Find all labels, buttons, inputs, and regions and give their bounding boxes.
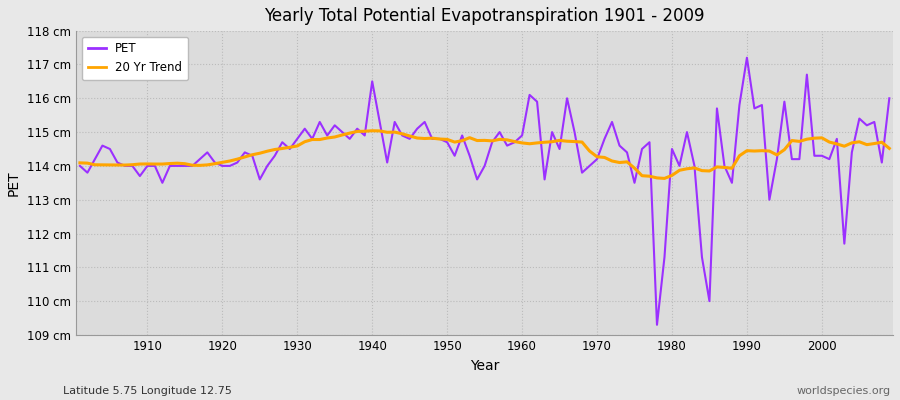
- Legend: PET, 20 Yr Trend: PET, 20 Yr Trend: [82, 36, 188, 80]
- Y-axis label: PET: PET: [7, 170, 21, 196]
- X-axis label: Year: Year: [470, 359, 500, 373]
- Text: worldspecies.org: worldspecies.org: [796, 386, 891, 396]
- Text: Latitude 5.75 Longitude 12.75: Latitude 5.75 Longitude 12.75: [63, 386, 232, 396]
- Title: Yearly Total Potential Evapotranspiration 1901 - 2009: Yearly Total Potential Evapotranspiratio…: [265, 7, 705, 25]
